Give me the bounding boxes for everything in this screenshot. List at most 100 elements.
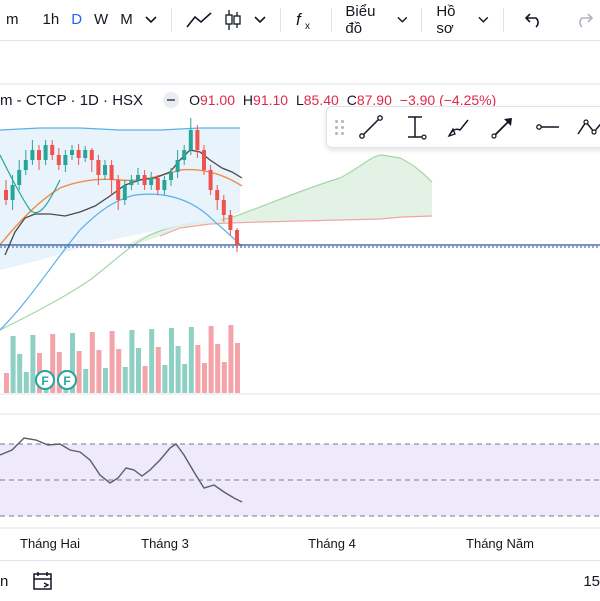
earnings-marker[interactable]: F <box>35 370 55 390</box>
candle <box>4 180 8 205</box>
trend-line-icon[interactable] <box>349 109 393 145</box>
volume-bar <box>129 330 135 393</box>
time-label[interactable]: 15 <box>583 572 600 590</box>
low-value: 85.40 <box>303 92 339 108</box>
candle <box>83 146 88 162</box>
volume-bar <box>4 373 9 393</box>
change-value: −3.90 (−4.25%) <box>399 92 497 108</box>
symbol-title[interactable]: m - CTCP · 1D · HSX <box>0 91 144 109</box>
candle <box>129 175 134 190</box>
info-line-icon[interactable] <box>393 109 437 145</box>
candle <box>37 145 41 170</box>
horizontal-ray-icon[interactable] <box>525 109 569 145</box>
series-legend: m - CTCP · 1D · HSX O91.00 H91.10 L85.40… <box>0 89 500 111</box>
candle <box>109 160 114 195</box>
profile-menu[interactable]: Hồ sơ <box>430 3 495 37</box>
volume-bar <box>235 343 240 393</box>
interval-week[interactable]: W <box>94 11 109 28</box>
candle <box>43 140 48 165</box>
interval-dropdown-chevron-icon[interactable] <box>139 6 163 34</box>
candle <box>221 195 226 222</box>
interval-month[interactable]: M <box>120 11 133 28</box>
candle <box>17 160 22 190</box>
time-axis-label: Tháng 4 <box>308 536 356 551</box>
candle <box>76 144 81 165</box>
chart-type-label: Biểu đồ <box>345 3 376 37</box>
toolbar-divider <box>170 8 172 32</box>
chart-type-menu[interactable]: Biểu đồ <box>339 3 413 37</box>
redo-icon[interactable] <box>568 6 600 34</box>
time-axis[interactable]: Tháng Hai Tháng 3 Tháng 4 Tháng Năm <box>20 536 534 551</box>
candle <box>228 210 233 235</box>
candles-icon[interactable] <box>218 6 248 34</box>
candle <box>202 145 206 175</box>
volume-bar <box>208 326 214 393</box>
candle <box>122 180 127 205</box>
ichimoku-cloud <box>120 155 432 250</box>
price-chart[interactable]: F F Tháng Hai Tháng 3 Tháng 4 Tháng Năm <box>0 40 600 560</box>
high-label: H <box>242 92 254 108</box>
volume-bar <box>195 345 201 393</box>
volume-bar <box>103 368 108 393</box>
volume-bar <box>155 347 161 393</box>
candle <box>136 168 140 185</box>
bollinger-upper-line <box>0 127 240 131</box>
date-range-label[interactable]: n <box>0 572 9 590</box>
volume-bar <box>17 354 23 393</box>
drag-handle-icon[interactable] <box>335 117 349 137</box>
volume-bar <box>188 327 194 393</box>
candle <box>215 185 220 210</box>
candle <box>10 175 15 210</box>
volume-bar <box>175 346 181 393</box>
candle <box>63 150 68 172</box>
legend-collapse-icon[interactable] <box>163 92 180 108</box>
volume-bar <box>122 367 128 393</box>
chart-style-chevron-icon[interactable] <box>248 6 272 34</box>
interval-1h[interactable]: 1h <box>42 11 60 28</box>
open-label: O <box>189 92 200 108</box>
volume-bar <box>109 331 115 393</box>
volume-bar <box>142 366 148 393</box>
candle <box>50 140 55 160</box>
candle <box>155 175 160 195</box>
volume-bar <box>228 325 234 393</box>
candle <box>182 145 187 165</box>
volume-bar <box>182 364 188 393</box>
volume-bar <box>221 362 227 393</box>
candle <box>169 168 173 186</box>
path-icon[interactable] <box>569 109 600 145</box>
arrow-icon[interactable] <box>481 109 525 145</box>
interval-day[interactable]: D <box>71 11 83 28</box>
candle <box>56 148 61 170</box>
interval-minutes[interactable]: m <box>6 11 19 28</box>
earnings-marker-label: F <box>63 374 70 388</box>
brush-icon[interactable] <box>437 109 481 145</box>
candle <box>103 160 107 180</box>
undo-icon[interactable] <box>518 6 550 34</box>
candle <box>175 150 180 178</box>
candle <box>188 118 193 155</box>
volume-bar <box>202 363 207 393</box>
toolbar-divider <box>330 8 332 32</box>
go-to-date-calendar-icon[interactable] <box>32 571 54 591</box>
top-toolbar: m 1h D W M f x Biểu đồ Hồ sơ <box>0 0 600 41</box>
oscillator-line <box>0 437 243 503</box>
line-chart-icon[interactable] <box>180 6 218 34</box>
drawing-toolbar <box>326 106 600 148</box>
indicators-fx-icon[interactable]: f x <box>289 6 323 34</box>
cloud-span-b-line <box>159 215 433 237</box>
volume-bar <box>50 334 56 393</box>
candles-group <box>4 118 239 252</box>
moving-average-orange <box>0 168 243 246</box>
volume-bar <box>89 332 95 393</box>
volume-bar <box>23 372 29 393</box>
toolbar-divider <box>421 8 423 32</box>
candle <box>70 145 74 160</box>
candle <box>30 140 35 165</box>
volume-bar <box>169 328 174 393</box>
volume-bar <box>30 335 36 393</box>
volume-bar <box>56 352 62 393</box>
earnings-marker[interactable]: F <box>57 370 77 390</box>
candle <box>149 172 154 190</box>
close-value: 87.90 <box>356 92 392 108</box>
